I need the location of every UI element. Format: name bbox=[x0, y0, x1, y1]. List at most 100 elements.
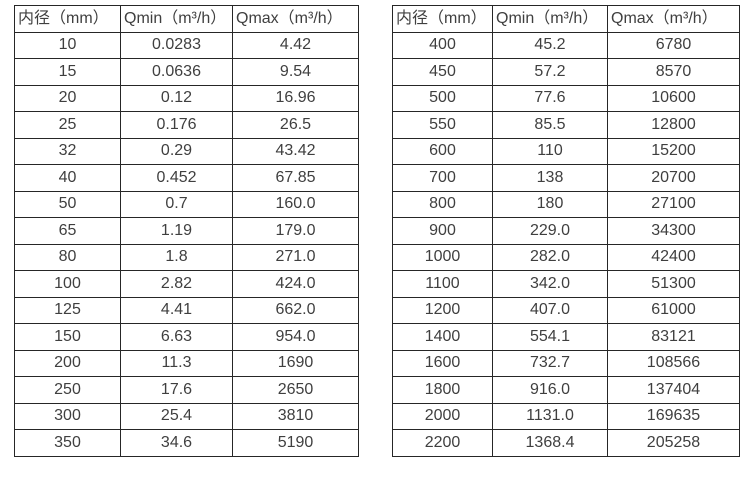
flow-rate-tables-page: 内径（mm） Qmin（m³/h） Qmax（m³/h） 10 0.0283 4.42 15… bbox=[14, 5, 740, 457]
table-row: 2000 1131.0 169635 bbox=[392, 402, 740, 430]
table-row: 900 229.0 34300 bbox=[392, 217, 740, 245]
table-cell: 732.7 bbox=[492, 349, 608, 377]
table-cell: 137404 bbox=[607, 376, 740, 404]
table-row: 20 0.12 16.96 bbox=[14, 84, 359, 112]
table-cell: 65 bbox=[14, 217, 121, 245]
table-row: 125 4.41 662.0 bbox=[14, 296, 359, 324]
table-cell: 2200 bbox=[392, 429, 493, 457]
table-cell: 9.54 bbox=[232, 58, 359, 86]
table-cell: 15200 bbox=[607, 137, 740, 165]
table-cell: 1600 bbox=[392, 349, 493, 377]
table-row: 80 1.8 271.0 bbox=[14, 243, 359, 271]
table-cell: 11.3 bbox=[120, 349, 233, 377]
table-cell: 26.5 bbox=[232, 111, 359, 139]
table-cell: 57.2 bbox=[492, 58, 608, 86]
table-row: 15 0.0636 9.54 bbox=[14, 58, 359, 86]
table-cell: 25.4 bbox=[120, 402, 233, 430]
table-row: 100 2.82 424.0 bbox=[14, 270, 359, 298]
table-cell: 45.2 bbox=[492, 31, 608, 59]
table-cell: 6.63 bbox=[120, 323, 233, 351]
column-header: Qmin（m³/h） bbox=[120, 5, 233, 33]
table-cell: 900 bbox=[392, 217, 493, 245]
table-cell: 110 bbox=[492, 137, 608, 165]
table-row: 32 0.29 43.42 bbox=[14, 137, 359, 165]
table-cell: 34300 bbox=[607, 217, 740, 245]
table-cell: 424.0 bbox=[232, 270, 359, 298]
table-cell: 0.0636 bbox=[120, 58, 233, 86]
table-cell: 40 bbox=[14, 164, 121, 192]
table-cell: 400 bbox=[392, 31, 493, 59]
table-cell: 20700 bbox=[607, 164, 740, 192]
table-row: 1600 732.7 108566 bbox=[392, 349, 740, 377]
table-cell: 16.96 bbox=[232, 84, 359, 112]
table-cell: 50 bbox=[14, 190, 121, 218]
table-cell: 2650 bbox=[232, 376, 359, 404]
table-cell: 1200 bbox=[392, 296, 493, 324]
table-cell: 17.6 bbox=[120, 376, 233, 404]
table-cell: 8570 bbox=[607, 58, 740, 86]
table-cell: 67.85 bbox=[232, 164, 359, 192]
table-cell: 138 bbox=[492, 164, 608, 192]
header-row: 内径（mm） Qmin（m³/h） Qmax（m³/h） bbox=[14, 5, 359, 33]
table-cell: 4.42 bbox=[232, 31, 359, 59]
column-header: 内径（mm） bbox=[392, 5, 493, 33]
table-cell: 1.19 bbox=[120, 217, 233, 245]
table-cell: 12800 bbox=[607, 111, 740, 139]
table-cell: 0.29 bbox=[120, 137, 233, 165]
table-cell: 700 bbox=[392, 164, 493, 192]
table-cell: 5190 bbox=[232, 429, 359, 457]
table-cell: 10600 bbox=[607, 84, 740, 112]
column-header: Qmax（m³/h） bbox=[607, 5, 740, 33]
table-cell: 4.41 bbox=[120, 296, 233, 324]
table-row: 1400 554.1 83121 bbox=[392, 323, 740, 351]
table-row: 2200 1368.4 205258 bbox=[392, 429, 740, 457]
table-row: 150 6.63 954.0 bbox=[14, 323, 359, 351]
table-cell: 500 bbox=[392, 84, 493, 112]
table-cell: 282.0 bbox=[492, 243, 608, 271]
table-cell: 0.176 bbox=[120, 111, 233, 139]
table-cell: 1100 bbox=[392, 270, 493, 298]
table-row: 350 34.6 5190 bbox=[14, 429, 359, 457]
table-row: 50 0.7 160.0 bbox=[14, 190, 359, 218]
table-cell: 450 bbox=[392, 58, 493, 86]
table-cell: 43.42 bbox=[232, 137, 359, 165]
table-row: 250 17.6 2650 bbox=[14, 376, 359, 404]
flow-table-small-diameters: 内径（mm） Qmin（m³/h） Qmax（m³/h） 10 0.0283 4.42 15… bbox=[14, 5, 359, 457]
table-cell: 85.5 bbox=[492, 111, 608, 139]
table-row: 600 110 15200 bbox=[392, 137, 740, 165]
table-cell: 205258 bbox=[607, 429, 740, 457]
table-cell: 125 bbox=[14, 296, 121, 324]
table-cell: 25 bbox=[14, 111, 121, 139]
table-row: 550 85.5 12800 bbox=[392, 111, 740, 139]
table-cell: 160.0 bbox=[232, 190, 359, 218]
table-cell: 1800 bbox=[392, 376, 493, 404]
column-header: Qmax（m³/h） bbox=[232, 5, 359, 33]
table-cell: 0.7 bbox=[120, 190, 233, 218]
table-cell: 180 bbox=[492, 190, 608, 218]
table-row: 25 0.176 26.5 bbox=[14, 111, 359, 139]
table-row: 300 25.4 3810 bbox=[14, 402, 359, 430]
table-cell: 662.0 bbox=[232, 296, 359, 324]
table-cell: 100 bbox=[14, 270, 121, 298]
table-row: 40 0.452 67.85 bbox=[14, 164, 359, 192]
table-cell: 27100 bbox=[607, 190, 740, 218]
table-cell: 916.0 bbox=[492, 376, 608, 404]
table-cell: 61000 bbox=[607, 296, 740, 324]
table-cell: 2.82 bbox=[120, 270, 233, 298]
table-cell: 0.0283 bbox=[120, 31, 233, 59]
table-row: 500 77.6 10600 bbox=[392, 84, 740, 112]
table-cell: 1000 bbox=[392, 243, 493, 271]
column-header: 内径（mm） bbox=[14, 5, 121, 33]
column-header: Qmin（m³/h） bbox=[492, 5, 608, 33]
table-cell: 1400 bbox=[392, 323, 493, 351]
table-cell: 34.6 bbox=[120, 429, 233, 457]
table-row: 450 57.2 8570 bbox=[392, 58, 740, 86]
table-cell: 51300 bbox=[607, 270, 740, 298]
header-row: 内径（mm） Qmin（m³/h） Qmax（m³/h） bbox=[392, 5, 740, 33]
table-cell: 1.8 bbox=[120, 243, 233, 271]
table-cell: 0.12 bbox=[120, 84, 233, 112]
table-cell: 80 bbox=[14, 243, 121, 271]
table-cell: 2000 bbox=[392, 402, 493, 430]
table-cell: 1690 bbox=[232, 349, 359, 377]
table-cell: 550 bbox=[392, 111, 493, 139]
